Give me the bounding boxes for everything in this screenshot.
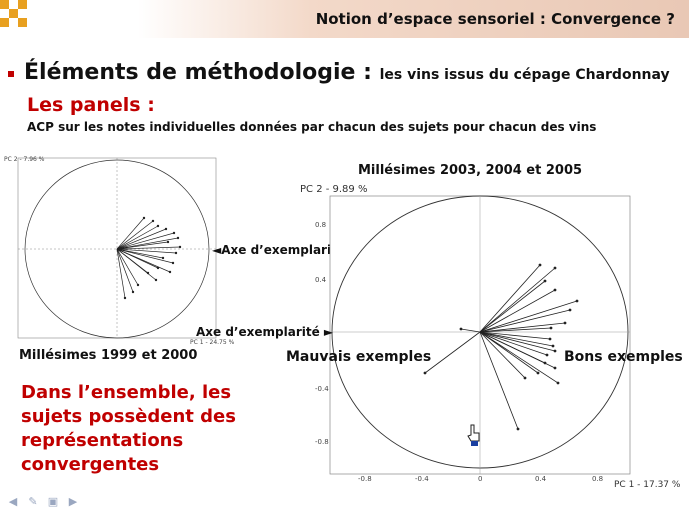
x-tick-neg0.8: -0.8 [358,475,372,483]
label-bad-examples: Mauvais exemples [286,349,432,365]
heading-sub: les vins issus du cépage Chardonnay [379,67,670,83]
conclusion-line: représentations [21,430,184,451]
conclusion-line: Dans l’ensemble, les [21,382,232,403]
right-axis-annotation: Axe d’exemplarité ► [196,325,334,339]
y-tick-neg0.4: -0.4 [315,385,329,393]
heading-main: Éléments de méthodologie : [24,60,380,85]
left-pca-plot [17,157,217,339]
bullet-square [8,71,14,77]
hand-cursor-icon [467,424,480,446]
right-pc2-label: PC 2 - 9.89 % [300,184,368,195]
right-pca-plot [329,195,631,475]
slide-icon[interactable]: ▣ [47,495,59,508]
conclusion-line: sujets possèdent des [21,406,236,427]
x-tick-0: 0 [478,475,483,483]
right-plot-caption: Millésimes 2003, 2004 et 2005 [358,163,583,178]
arrow-right-icon[interactable]: ▶ [68,495,78,508]
pen-icon[interactable]: ✎ [28,495,38,508]
y-tick-neg0.8: -0.8 [315,438,329,446]
left-axis-annotation: ◄Axe d’exemplarité [212,243,345,257]
x-tick-0.4: 0.4 [535,475,547,483]
logo-checker-icon [0,0,27,27]
conclusion-line: convergentes [21,454,160,475]
x-tick-0.8: 0.8 [592,475,604,483]
arrow-left-icon[interactable]: ◀ [8,495,18,508]
left-plot-caption: Millésimes 1999 et 2000 [19,348,198,363]
section-title: Les panels : [27,94,155,116]
y-tick-0.8: 0.8 [315,221,327,229]
slide-title: Notion d’espace sensoriel : Convergence … [315,10,675,28]
left-pc1-label: PC 1 - 24.75 % [190,339,235,346]
right-pc1-label: PC 1 - 17.37 % [614,480,681,490]
label-good-examples: Bons exemples [564,349,683,365]
methodology-heading: Éléments de méthodologie : les vins issu… [24,60,670,85]
conclusion-text: Dans l’ensemble, les sujets possèdent de… [21,381,236,477]
header-band [0,0,689,38]
slide-nav-toolbar: ◀ ✎ ▣ ▶ [6,496,80,508]
x-tick-neg0.4: -0.4 [415,475,429,483]
y-tick-0.4: 0.4 [315,276,327,284]
section-description: ACP sur les notes individuelles données … [27,120,597,134]
left-pc2-label: PC 2 - 7.96 % [4,156,45,163]
